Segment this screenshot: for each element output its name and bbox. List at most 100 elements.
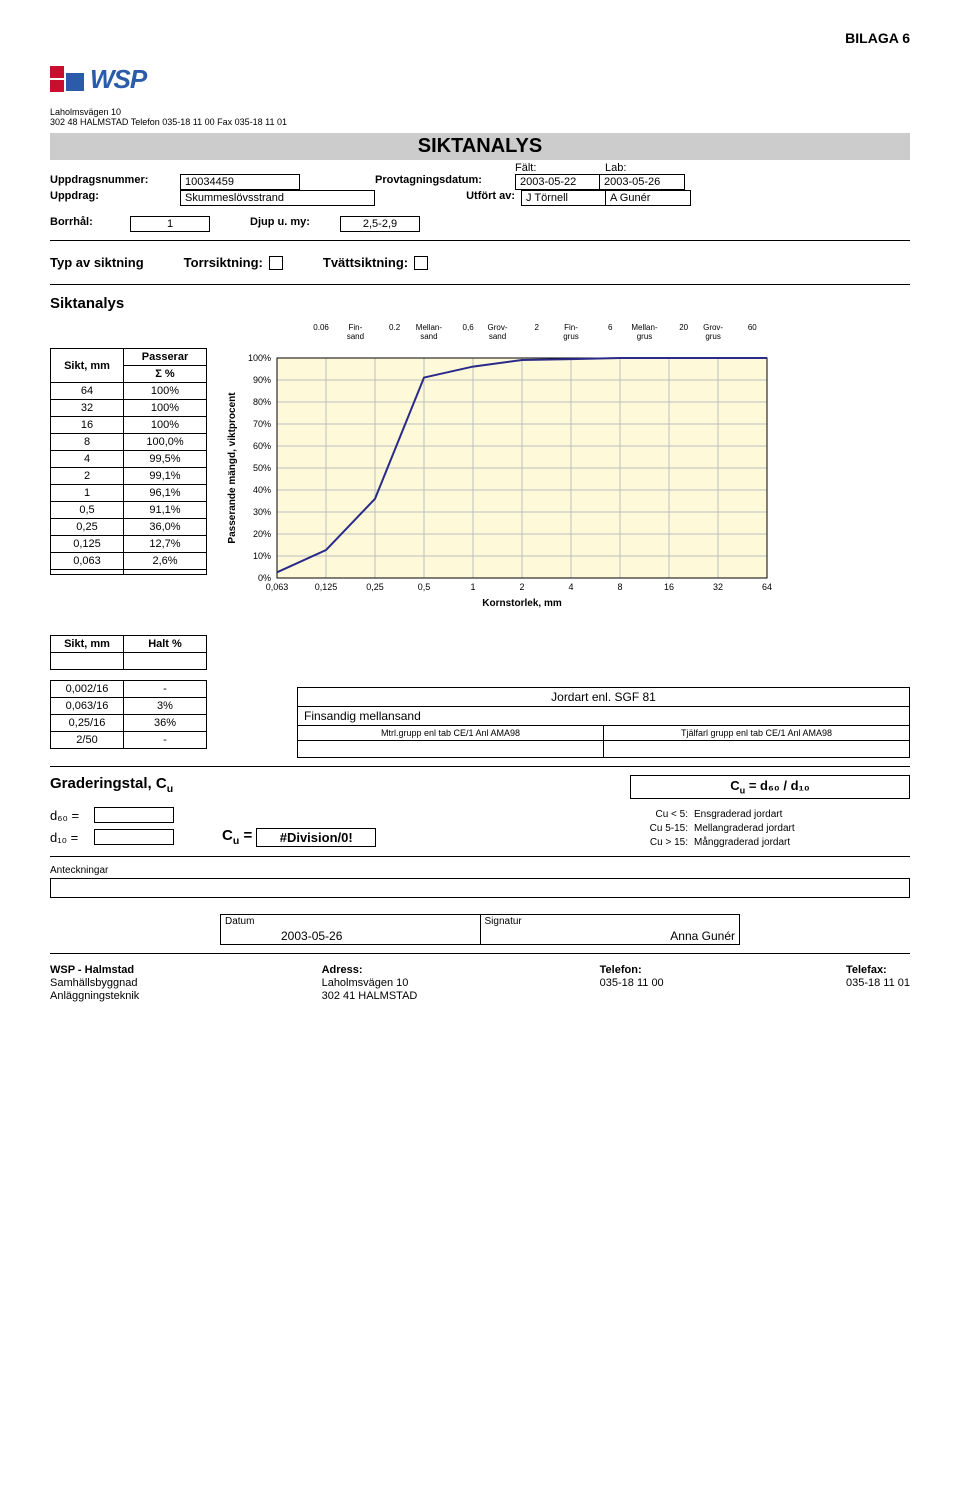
table-row: 100,0% bbox=[124, 434, 207, 451]
anteck-lbl: Anteckningar bbox=[50, 865, 910, 876]
analys-row: Sikt, mm Passerar Σ % 64100%32100%16100%… bbox=[50, 318, 910, 623]
djup-lbl: Djup u. my: bbox=[250, 216, 340, 232]
falt-lbl: Fält: bbox=[515, 162, 605, 174]
table-row: 99,5% bbox=[124, 451, 207, 468]
jordart-name: Finsandig mellansand bbox=[297, 706, 910, 726]
r2: Cu 5-15: bbox=[630, 823, 688, 834]
uppdrag-val: Skummeslövsstrand bbox=[180, 190, 375, 206]
torr-lbl: Torrsiktning: bbox=[184, 255, 263, 270]
mtrl-val bbox=[297, 741, 604, 758]
table-row: 32 bbox=[51, 400, 124, 417]
top-label: Fin- bbox=[349, 323, 363, 332]
cu-val: #Division/0! bbox=[256, 828, 376, 847]
utfort-lbl: Utfört av: bbox=[375, 190, 521, 206]
table-row: 12,7% bbox=[124, 536, 207, 553]
section-title: SIKTANALYS bbox=[50, 133, 910, 160]
table-row: 99,1% bbox=[124, 468, 207, 485]
x-tick: 64 bbox=[762, 582, 772, 592]
r1v: Ensgraderad jordart bbox=[694, 809, 782, 820]
table-row: 2 bbox=[51, 468, 124, 485]
d60-val bbox=[94, 807, 174, 823]
top-label: Fin- bbox=[564, 323, 578, 332]
x-tick: 8 bbox=[617, 582, 622, 592]
grad-title: Graderingstal, C bbox=[50, 775, 167, 792]
header-grid: Fält: Lab: Uppdragsnummer: 10034459 Prov… bbox=[50, 162, 910, 232]
uppdragsnr: 10034459 bbox=[180, 174, 300, 190]
table-row: 4 bbox=[51, 451, 124, 468]
uppdrag-lbl: Uppdrag: bbox=[50, 190, 180, 206]
d10-lbl: d₁₀ = bbox=[50, 830, 90, 845]
formula: = d₆₀ / d₁₀ bbox=[749, 778, 810, 793]
y-tick: 70% bbox=[253, 419, 271, 429]
table-row: 100% bbox=[124, 400, 207, 417]
logo-text: WSP bbox=[90, 64, 146, 95]
table-row: 96,1% bbox=[124, 485, 207, 502]
torr-checkbox[interactable] bbox=[269, 256, 283, 270]
anteck-box bbox=[50, 878, 910, 898]
x-tick: 2 bbox=[519, 582, 524, 592]
address-block: Laholmsvägen 10 302 48 HALMSTAD Telefon … bbox=[50, 107, 910, 127]
table-row: 1 bbox=[51, 485, 124, 502]
typ-lbl: Typ av siktning bbox=[50, 255, 144, 270]
table-row: 100% bbox=[124, 383, 207, 400]
tvatt-checkbox[interactable] bbox=[414, 256, 428, 270]
r2v: Mellangraderad jordart bbox=[694, 823, 795, 834]
x-tick: 0,5 bbox=[418, 582, 431, 592]
borrhal-lbl: Borrhål: bbox=[50, 216, 130, 232]
top-label: 60 bbox=[748, 323, 757, 332]
y-tick: 40% bbox=[253, 485, 271, 495]
halt-col2: Halt % bbox=[124, 636, 207, 653]
x-tick: 1 bbox=[470, 582, 475, 592]
footer: WSP - Halmstad Samhällsbyggnad Anläggnin… bbox=[50, 964, 910, 1002]
top-label: grus bbox=[705, 332, 721, 341]
djup-val: 2,5-2,9 bbox=[340, 216, 420, 232]
r1: Cu < 5: bbox=[630, 809, 688, 820]
f3-0: 035-18 11 00 bbox=[600, 977, 664, 989]
r3v: Månggraderad jordart bbox=[694, 837, 790, 848]
d10-val bbox=[94, 829, 174, 845]
r3: Cu > 15: bbox=[630, 837, 688, 848]
y-tick: 100% bbox=[248, 353, 271, 363]
x-label: Kornstorlek, mm bbox=[482, 598, 562, 609]
grad-sub: u bbox=[167, 783, 173, 795]
y-label: Passerande mängd, viktprocent bbox=[227, 392, 238, 544]
jordart-title: Jordart enl. SGF 81 bbox=[297, 687, 910, 706]
top-label: 2 bbox=[534, 323, 539, 332]
f2h: Adress: bbox=[322, 964, 418, 976]
top-label: sand bbox=[420, 332, 437, 341]
y-tick: 90% bbox=[253, 375, 271, 385]
y-tick: 10% bbox=[253, 551, 271, 561]
ratio-table: 0,002/16-0,063/163%0,25/1636%2/50- bbox=[50, 680, 207, 749]
x-tick: 4 bbox=[568, 582, 573, 592]
table-row: - bbox=[124, 681, 207, 698]
cu-lbl: C bbox=[222, 827, 233, 844]
top-label: Mellan- bbox=[416, 323, 443, 332]
provdatum-lbl: Provtagningsdatum: bbox=[375, 174, 515, 190]
y-tick: 50% bbox=[253, 463, 271, 473]
datum-lbl: Datum bbox=[221, 915, 480, 928]
page: BILAGA 6 WSP Laholmsvägen 10 302 48 HALM… bbox=[0, 0, 960, 1042]
empty-p bbox=[124, 570, 207, 575]
sig-val: Anna Gunér bbox=[481, 928, 740, 944]
table-row: - bbox=[124, 732, 207, 749]
f4-0: 035-18 11 01 bbox=[846, 977, 910, 989]
f1-2: Anläggningsteknik bbox=[50, 990, 139, 1002]
sikt-col2b: Σ % bbox=[124, 366, 207, 383]
table-row: 91,1% bbox=[124, 502, 207, 519]
borrhal-val: 1 bbox=[130, 216, 210, 232]
table-row: 36,0% bbox=[124, 519, 207, 536]
chart-container: 100%90%80%70%60%50%40%30%20%10%0%0,0630,… bbox=[217, 318, 777, 623]
logo-mark-icon bbox=[50, 66, 86, 94]
x-tick: 0,063 bbox=[266, 582, 289, 592]
table-row: 0,25/16 bbox=[51, 715, 124, 732]
sikt-col2a: Passerar bbox=[124, 349, 207, 366]
f1-1: Samhällsbyggnad bbox=[50, 977, 139, 989]
x-tick: 16 bbox=[664, 582, 674, 592]
table-row: 0,25 bbox=[51, 519, 124, 536]
top-label: 20 bbox=[679, 323, 688, 332]
sig-lbl: Signatur bbox=[481, 915, 740, 928]
analys-section-lbl: Siktanalys bbox=[50, 295, 910, 312]
y-tick: 80% bbox=[253, 397, 271, 407]
table-row: 0,002/16 bbox=[51, 681, 124, 698]
table-row: 0,063/16 bbox=[51, 698, 124, 715]
